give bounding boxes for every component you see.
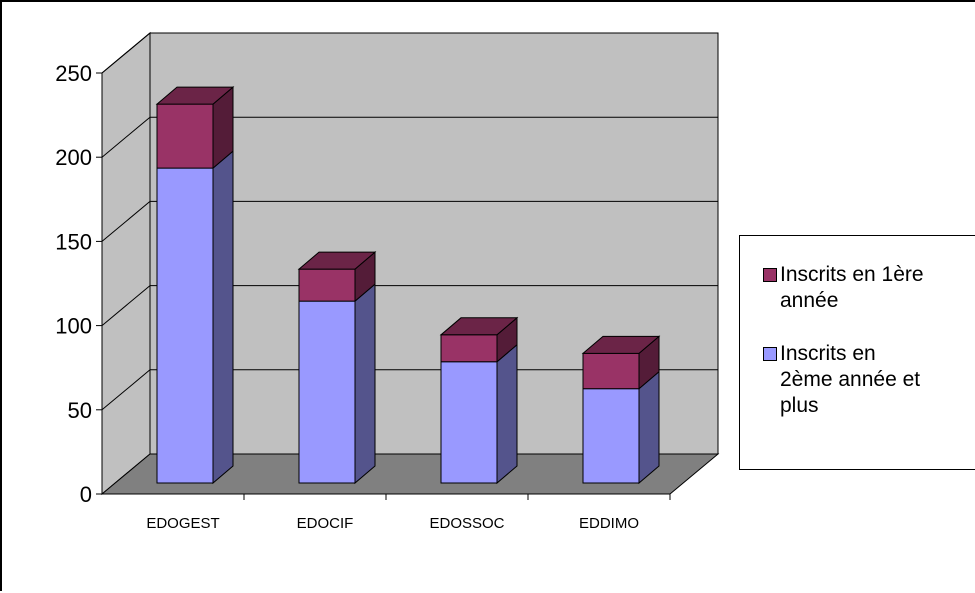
bar-segment-side [212, 150, 234, 485]
legend-label-line: plus [780, 394, 819, 417]
x-tick-label: EDOCIF [297, 515, 354, 532]
gridline-side [101, 32, 151, 74]
x-tick-label: EDOSSOC [429, 515, 504, 532]
bar-segment-front [298, 268, 356, 302]
bar-segment-top [155, 86, 235, 105]
legend-label-line: Inscrits en 1ère [780, 263, 924, 286]
gridline-side [101, 285, 151, 326]
y-tick-label: 150 [55, 229, 92, 254]
legend: Inscrits en 1ère année Inscrits en 2ème … [739, 235, 975, 470]
bar-segment-front [298, 300, 356, 484]
legend-entry-second-year-plus: Inscrits en 2ème année et plus [763, 341, 975, 419]
x-tick-label: EDDIMO [579, 515, 639, 532]
gridline-side [101, 116, 151, 158]
y-tick-label: 250 [55, 61, 92, 86]
gridline-side [101, 201, 151, 242]
bar-segment-front [582, 388, 640, 484]
bar-segment-side [354, 283, 376, 485]
bar-segment-top [581, 335, 661, 354]
side-wall [101, 31, 151, 496]
bar-segment-top [439, 317, 519, 336]
legend-label-line: 2ème année et [780, 368, 921, 391]
bar-segment-front [440, 334, 498, 363]
legend-label-line: année [780, 289, 839, 312]
gridline-side [101, 369, 151, 411]
bar-segment-front [156, 167, 214, 484]
bar-segment-top [297, 251, 377, 270]
legend-swatch-first-year [763, 268, 777, 282]
legend-entry-first-year: Inscrits en 1ère année [763, 262, 975, 314]
y-tick-label: 50 [68, 398, 92, 423]
legend-label-line: Inscrits en [780, 342, 876, 365]
y-tick-label: 100 [55, 314, 92, 339]
bar-segment-front [156, 103, 214, 169]
y-tick-label: 0 [80, 482, 92, 507]
x-tick-label: EDOGEST [146, 515, 219, 532]
legend-swatch-second-year-plus [763, 347, 777, 361]
bar-segment-front [582, 352, 640, 390]
bar-segment-front [440, 361, 498, 484]
y-tick-label: 200 [55, 145, 92, 170]
bar-segment-side [638, 370, 660, 485]
bar-segment-side [496, 343, 518, 485]
